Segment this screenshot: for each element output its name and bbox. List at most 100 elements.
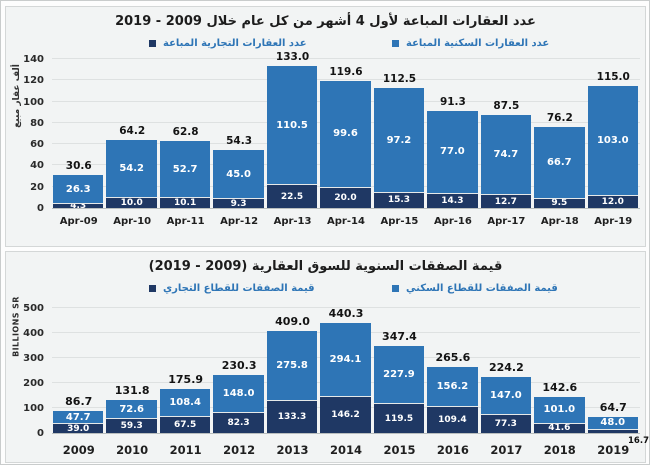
- outside-value-label: 16.7: [628, 436, 649, 446]
- x-tick-label: Apr-09: [59, 216, 98, 227]
- segment-commercial: 82.3: [213, 412, 264, 433]
- total-value-label: 142.6: [542, 381, 578, 395]
- bar-column-Apr-12: 45.0 9.3 54.3: [212, 59, 265, 208]
- x-tick-label: Apr-12: [220, 216, 259, 227]
- segment-value-label: 26.3: [65, 183, 91, 195]
- y-tick-label: 20: [30, 181, 44, 193]
- bar-column-2011: 108.4 67.5 175.9: [159, 308, 212, 433]
- y-tick-label: 140: [23, 54, 44, 65]
- y-tick-label: 120: [23, 75, 44, 87]
- segment-residential: 147.0: [480, 376, 532, 414]
- y-tick-label: 80: [30, 117, 44, 129]
- plot-area: 26.3 4.3 30.6 54.2 10.0 64.2 52.7 10.1 62.8 45.0 9…: [52, 51, 640, 209]
- segment-commercial: [587, 428, 638, 433]
- segment-value-label: 54.2: [119, 163, 145, 175]
- plot-area: 47.7 39.0 86.7 72.6 59.3 131.8 108.4 67.5 175.9 1…: [52, 307, 649, 446]
- total-value-label: 119.6: [329, 65, 363, 78]
- segment-value-label: 15.3: [387, 195, 411, 206]
- x-tick-label: Apr-10: [113, 216, 152, 227]
- x-tick-label: 2013: [276, 443, 309, 457]
- segment-value-label: 47.7: [65, 411, 91, 423]
- y-tick-label: 0: [37, 428, 44, 439]
- segment-commercial: 119.5: [373, 403, 425, 433]
- bar-column-Apr-16: 77.0 14.3 91.3: [426, 59, 479, 208]
- y-tick-label: 100: [23, 96, 44, 108]
- legend-item-commercial: قيمة الصفقات للقطاع التجاري: [149, 283, 315, 294]
- segment-commercial: 15.3: [373, 191, 425, 208]
- segment-value-label: 9.3: [230, 198, 247, 208]
- x-tick-label: 2017: [490, 443, 523, 457]
- segment-residential: 47.7: [53, 411, 104, 424]
- total-value-label: 64.2: [119, 124, 146, 137]
- y-tick-label: 300: [23, 353, 44, 364]
- total-value-label: 30.6: [65, 160, 92, 173]
- y-tick-label: 40: [30, 160, 44, 172]
- segment-value-label: 12.0: [601, 197, 624, 208]
- properties-sold-chart: عدد العقارات المباعة لأول 4 أشهر من كل ع…: [5, 6, 646, 247]
- legend: عدد العقارات التجارية المباعة عدد العقار…: [6, 38, 645, 54]
- segment-residential: 52.7: [159, 141, 211, 198]
- segment-value-label: 77.0: [440, 146, 465, 158]
- legend-item-residential: عدد العقارات السكنية المباعة: [392, 38, 549, 49]
- gridline: [52, 58, 640, 59]
- segment-commercial: 9.5: [534, 197, 585, 208]
- segment-value-label: 99.6: [333, 128, 358, 140]
- segment-residential: 156.2: [427, 366, 478, 406]
- segment-value-label: 9.5: [551, 198, 568, 208]
- segment-value-label: 45.0: [226, 168, 251, 180]
- segment-commercial: 146.2: [320, 396, 371, 433]
- segment-value-label: 147.0: [490, 389, 522, 401]
- segment-residential: 72.6: [106, 400, 157, 419]
- x-tick-label: Apr-14: [327, 216, 365, 227]
- segment-residential: 26.3: [53, 175, 104, 204]
- bar-column-Apr-17: 74.7 12.7 87.5: [480, 59, 533, 208]
- segment-residential: 103.0: [587, 85, 638, 196]
- segment-value-label: 59.3: [120, 421, 143, 432]
- segment-commercial: 4.3: [53, 203, 104, 208]
- legend-label-residential: عدد العقارات السكنية المباعة: [406, 38, 550, 49]
- segment-residential: 48.0: [587, 416, 638, 429]
- total-value-label: 87.5: [493, 99, 520, 112]
- chart-title: عدد العقارات المباعة لأول 4 أشهر من كل ع…: [115, 14, 536, 29]
- segment-residential: 66.7: [534, 126, 585, 198]
- total-value-label: 54.3: [226, 135, 253, 148]
- legend-label-commercial: عدد العقارات التجارية المباعة: [163, 38, 307, 49]
- segment-value-label: 12.7: [494, 196, 517, 207]
- segment-commercial: 109.4: [427, 405, 478, 433]
- bar-column-Apr-14: 99.6 20.0 119.6: [319, 59, 372, 208]
- segment-residential: 294.1: [320, 322, 371, 397]
- legend-item-residential: قيمة الصفقات للقطاع السكني: [392, 283, 558, 294]
- x-tick-label: Apr-19: [594, 216, 633, 227]
- bar-column-Apr-10: 54.2 10.0 64.2: [105, 59, 158, 208]
- commercial-swatch-icon: [149, 285, 156, 292]
- segment-value-label: 74.7: [493, 149, 519, 161]
- chart-title: قيمة الصفقات السنوية للسوق العقارية (200…: [148, 259, 503, 274]
- bar-column-Apr-11: 52.7 10.1 62.8: [159, 59, 212, 208]
- total-value-label: 91.3: [439, 95, 466, 108]
- segment-residential: 108.4: [159, 389, 211, 417]
- commercial-swatch-icon: [149, 40, 156, 47]
- bar-column-2017: 147.0 77.3 224.2: [480, 308, 533, 433]
- segment-commercial: 12.0: [587, 195, 638, 208]
- x-tick-label: 2014: [329, 443, 362, 457]
- gridline: [52, 307, 640, 308]
- bar-column-2014: 294.1 146.2 440.3: [319, 307, 372, 433]
- segment-commercial: 9.3: [213, 198, 264, 208]
- x-tick-label: Apr-11: [166, 216, 205, 227]
- segment-commercial: 14.3: [427, 192, 478, 208]
- segment-value-label: 108.4: [169, 397, 201, 409]
- segment-residential: 148.0: [213, 375, 264, 413]
- segment-commercial: 59.3: [106, 418, 157, 433]
- segment-value-label: 41.6: [548, 423, 571, 433]
- legend: قيمة الصفقات للقطاع التجاري قيمة الصفقات…: [6, 283, 645, 299]
- y-tick-label: 500: [23, 303, 44, 314]
- total-value-label: 440.3: [328, 306, 364, 320]
- segment-value-label: 20.0: [334, 192, 357, 203]
- segment-value-label: 4.3: [70, 204, 86, 208]
- legend-item-commercial: عدد العقارات التجارية المباعة: [149, 38, 307, 49]
- x-axis: Apr-09 Apr-10 Apr-11 Apr-12 Apr-13 Apr-14 Apr-…: [52, 216, 640, 232]
- bar-column-2016: 156.2 109.4 265.6: [426, 308, 479, 433]
- residential-swatch-icon: [392, 40, 399, 47]
- segment-value-label: 48.0: [600, 417, 626, 429]
